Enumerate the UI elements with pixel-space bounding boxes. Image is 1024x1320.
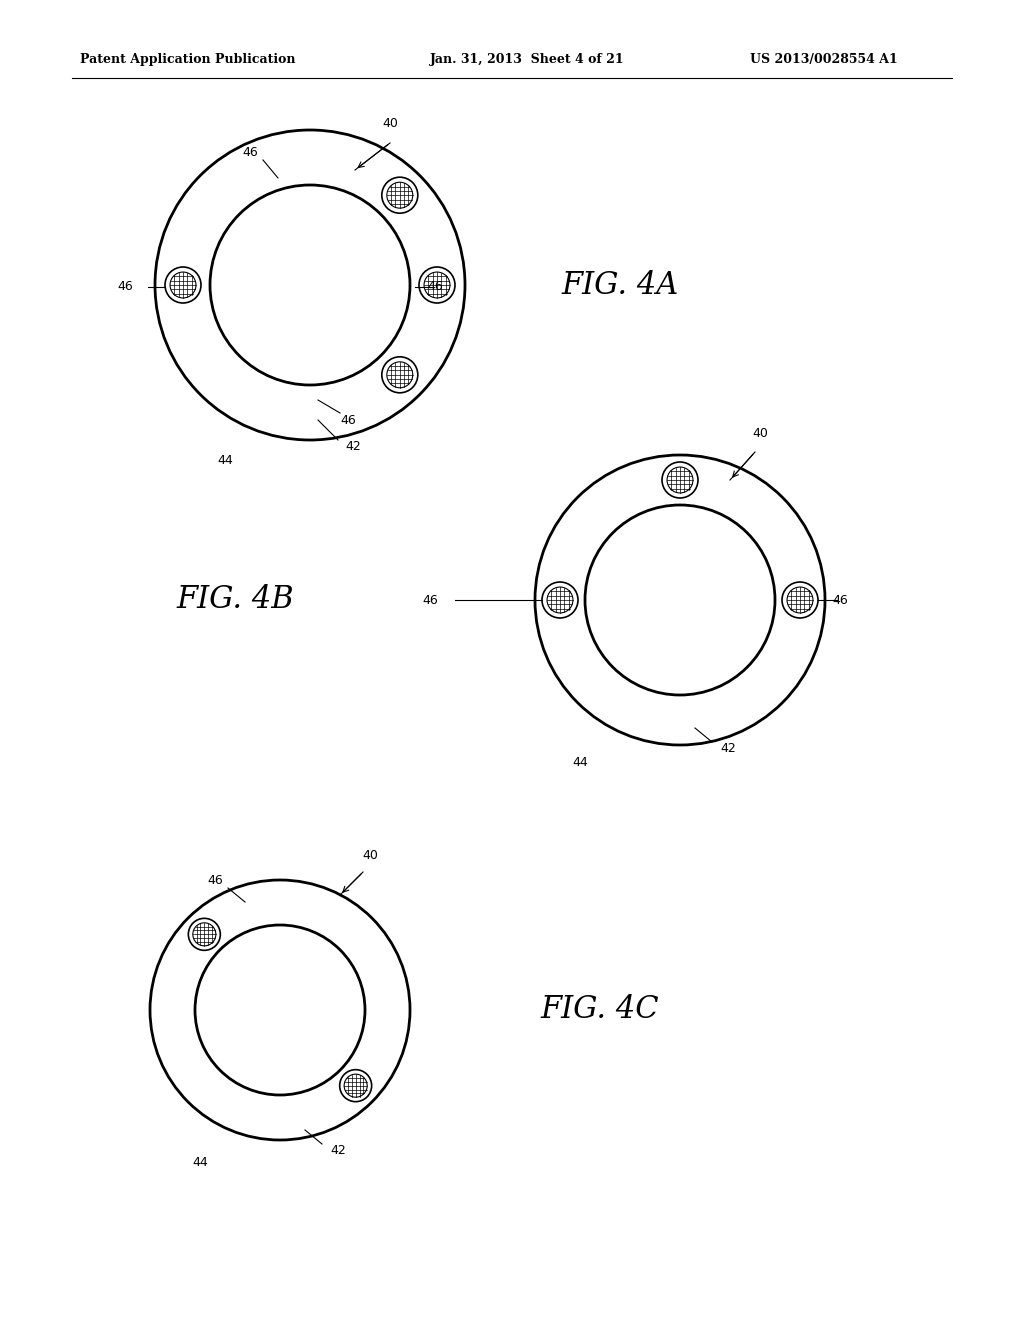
Circle shape	[535, 455, 825, 744]
Circle shape	[662, 462, 698, 498]
Text: Patent Application Publication: Patent Application Publication	[80, 54, 296, 66]
Text: 46: 46	[242, 145, 258, 158]
Text: 42: 42	[720, 742, 736, 755]
Text: 46: 46	[833, 594, 848, 606]
Circle shape	[155, 129, 465, 440]
Text: 46: 46	[207, 874, 223, 887]
Text: 42: 42	[330, 1143, 346, 1156]
Circle shape	[585, 506, 775, 696]
Circle shape	[165, 267, 201, 304]
Circle shape	[382, 177, 418, 214]
Text: 42: 42	[345, 441, 360, 454]
Circle shape	[382, 356, 418, 393]
Text: 40: 40	[362, 849, 378, 862]
Text: 44: 44	[193, 1155, 208, 1168]
Text: FIG. 4B: FIG. 4B	[176, 585, 294, 615]
Circle shape	[210, 185, 410, 385]
Circle shape	[340, 1069, 372, 1102]
Text: 46: 46	[427, 281, 442, 293]
Text: FIG. 4C: FIG. 4C	[541, 994, 659, 1026]
Text: 44: 44	[217, 454, 232, 466]
Circle shape	[188, 919, 220, 950]
Text: 46: 46	[117, 281, 133, 293]
Text: 40: 40	[752, 426, 768, 440]
Circle shape	[542, 582, 578, 618]
Text: 46: 46	[340, 413, 356, 426]
Text: 46: 46	[422, 594, 438, 606]
Circle shape	[782, 582, 818, 618]
Text: US 2013/0028554 A1: US 2013/0028554 A1	[750, 54, 898, 66]
Text: FIG. 4A: FIG. 4A	[561, 269, 679, 301]
Text: 44: 44	[572, 755, 588, 768]
Circle shape	[150, 880, 410, 1140]
Text: 40: 40	[382, 117, 398, 129]
Text: Jan. 31, 2013  Sheet 4 of 21: Jan. 31, 2013 Sheet 4 of 21	[430, 54, 625, 66]
Circle shape	[195, 925, 365, 1096]
Circle shape	[419, 267, 455, 304]
